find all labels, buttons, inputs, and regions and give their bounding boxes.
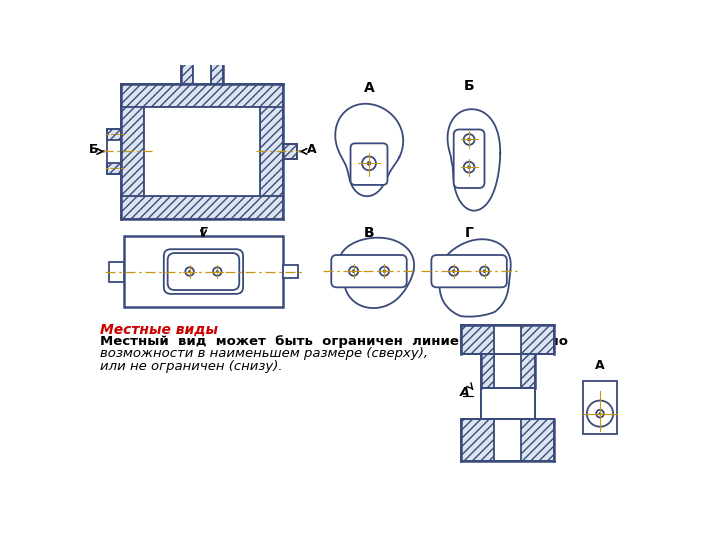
Bar xyxy=(283,265,298,278)
Bar xyxy=(193,63,211,84)
Text: возможности в наименьшем размере (сверху),: возможности в наименьшем размере (сверху… xyxy=(99,347,428,360)
Bar xyxy=(462,419,554,461)
Polygon shape xyxy=(448,109,500,211)
Circle shape xyxy=(464,162,474,173)
Polygon shape xyxy=(336,104,403,196)
Bar xyxy=(494,354,521,388)
Circle shape xyxy=(352,270,355,273)
Text: А: А xyxy=(595,359,605,372)
Circle shape xyxy=(480,267,489,276)
Polygon shape xyxy=(439,239,510,316)
Text: А: А xyxy=(364,81,374,95)
Bar xyxy=(124,236,283,307)
FancyBboxPatch shape xyxy=(331,255,407,287)
Circle shape xyxy=(483,270,486,273)
Circle shape xyxy=(383,270,386,273)
Circle shape xyxy=(379,267,389,276)
Circle shape xyxy=(216,271,218,273)
Circle shape xyxy=(449,267,459,276)
Bar xyxy=(121,195,283,219)
Bar xyxy=(494,325,521,354)
FancyBboxPatch shape xyxy=(351,143,387,185)
Text: В: В xyxy=(364,226,374,240)
Text: Г: Г xyxy=(199,226,207,239)
Bar xyxy=(462,325,554,354)
Bar xyxy=(144,107,260,195)
Text: В: В xyxy=(199,64,208,77)
Circle shape xyxy=(587,401,613,427)
FancyBboxPatch shape xyxy=(454,130,485,188)
Text: Местные виды: Местные виды xyxy=(99,323,217,337)
Bar xyxy=(211,63,223,84)
Bar xyxy=(121,84,144,195)
Bar xyxy=(107,129,121,140)
Circle shape xyxy=(467,166,471,169)
Circle shape xyxy=(367,161,371,165)
Circle shape xyxy=(185,267,194,276)
Bar xyxy=(260,84,283,195)
Bar xyxy=(121,84,283,107)
Circle shape xyxy=(596,410,604,417)
Circle shape xyxy=(467,138,471,141)
Text: Б: Б xyxy=(464,79,474,93)
Bar xyxy=(494,419,521,461)
Bar xyxy=(181,63,193,84)
Text: Местный  вид  может  быть  ограничен  линией  обрыва,  по: Местный вид может быть ограничен линией … xyxy=(99,335,567,348)
Circle shape xyxy=(349,267,359,276)
Circle shape xyxy=(464,134,474,145)
Circle shape xyxy=(599,413,601,415)
Text: А: А xyxy=(307,144,317,157)
Circle shape xyxy=(213,267,222,276)
Text: или не ограничен (снизу).: или не ограничен (снизу). xyxy=(99,360,282,373)
Circle shape xyxy=(452,270,455,273)
Bar xyxy=(481,388,534,419)
Bar xyxy=(481,354,534,388)
FancyBboxPatch shape xyxy=(431,255,507,287)
Bar xyxy=(109,261,124,281)
Bar xyxy=(107,163,121,174)
Polygon shape xyxy=(338,238,414,308)
FancyBboxPatch shape xyxy=(168,253,239,290)
Circle shape xyxy=(189,271,191,273)
Circle shape xyxy=(362,157,376,170)
Bar xyxy=(583,381,617,434)
Text: Г: Г xyxy=(464,226,474,240)
Text: Б: Б xyxy=(89,144,98,157)
Bar xyxy=(283,144,297,159)
Text: А: А xyxy=(459,386,469,399)
